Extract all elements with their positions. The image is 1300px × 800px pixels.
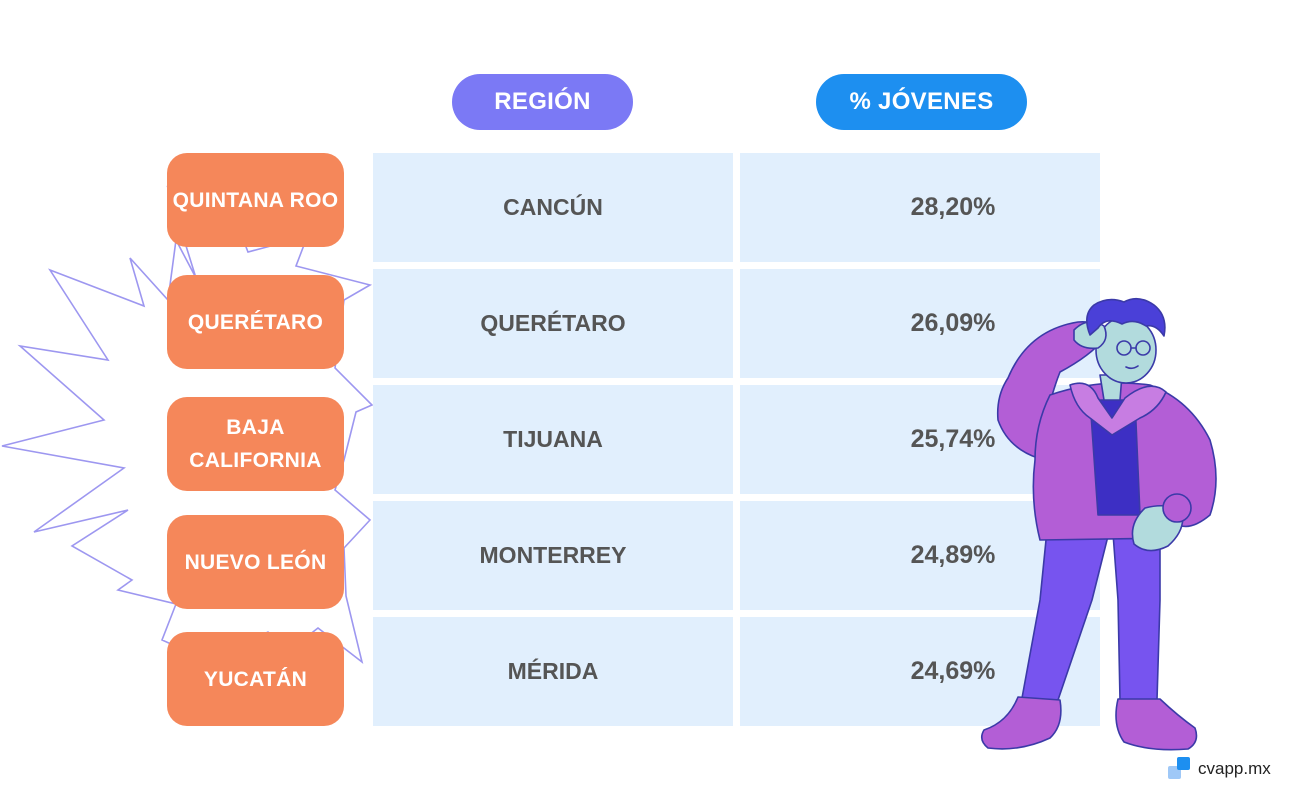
city-cell: MONTERREY <box>373 501 733 610</box>
percent-value: 25,74% <box>910 425 996 453</box>
city-cell: TIJUANA <box>373 385 733 494</box>
region-header: REGIÓN <box>452 74 633 130</box>
state-label: BAJA CALIFORNIA <box>167 397 344 491</box>
percent-value: 28,20% <box>910 193 996 221</box>
state-label: YUCATÁN <box>167 632 344 726</box>
percent-cell: 28,20% <box>740 153 1100 262</box>
state-label: NUEVO LEÓN <box>167 515 344 609</box>
percent-value: 24,69% <box>910 657 996 685</box>
city-cell: MÉRIDA <box>373 617 733 726</box>
city-cell: CANCÚN <box>373 153 733 262</box>
percent-value: 26,09% <box>910 309 996 337</box>
state-label: QUINTANA ROO <box>167 153 344 247</box>
person-illustration <box>980 297 1217 751</box>
state-label: QUERÉTARO <box>167 275 344 369</box>
percent-header: % JÓVENES <box>816 74 1027 130</box>
cvapp-logo-icon <box>1168 757 1190 779</box>
brand: cvapp.mx <box>1168 757 1271 780</box>
city-cell: QUERÉTARO <box>373 269 733 378</box>
percent-value: 24,89% <box>910 541 996 569</box>
brand-name: cvapp.mx <box>1198 758 1271 778</box>
